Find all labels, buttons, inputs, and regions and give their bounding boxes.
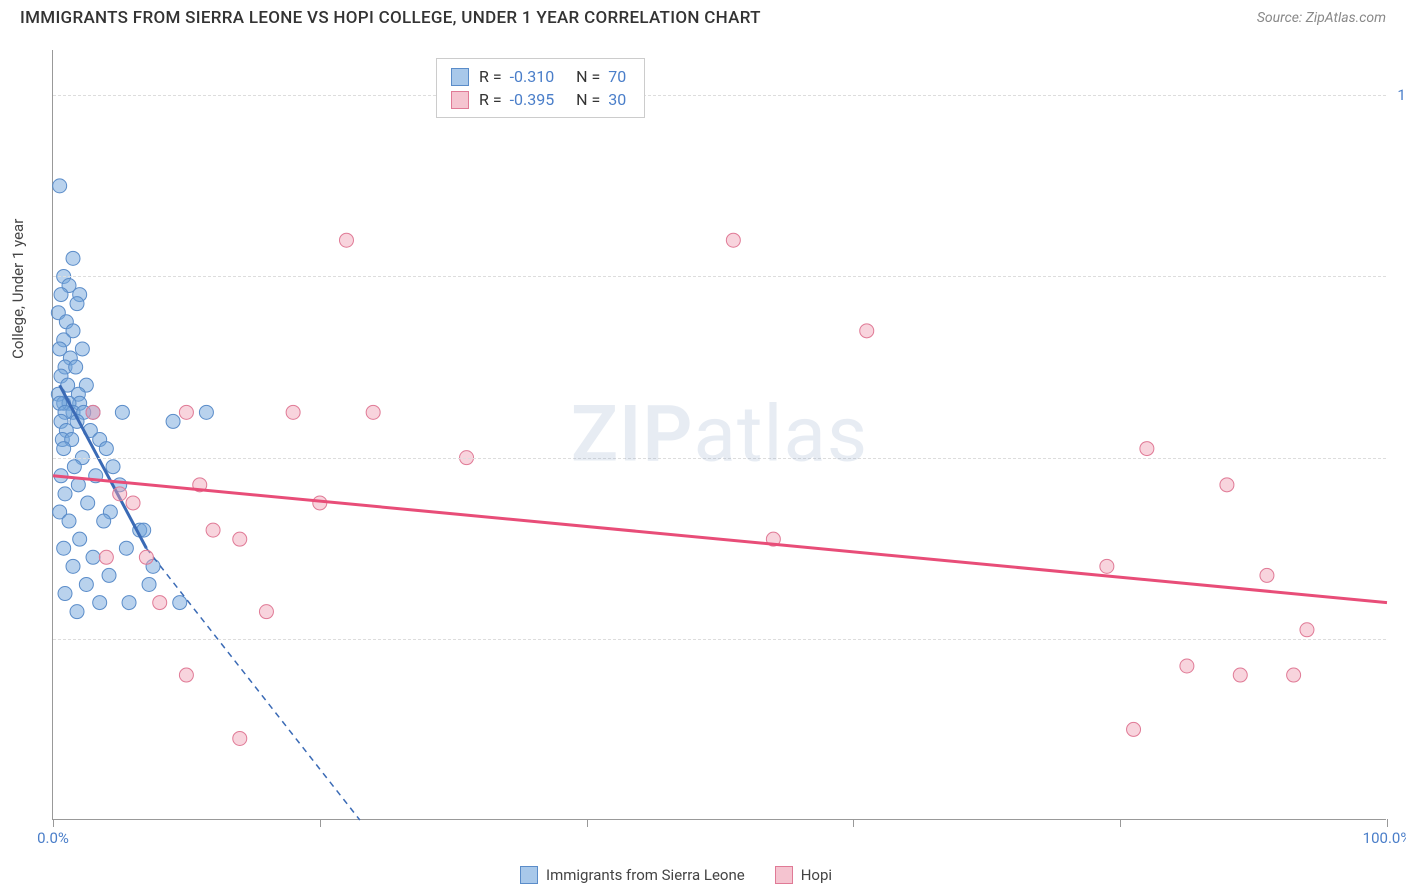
data-point [67, 460, 81, 474]
data-point [70, 605, 84, 619]
y-axis-label: College, Under 1 year [9, 219, 27, 359]
trend-line-extrapolated [146, 548, 359, 820]
x-tick-label: 100.0% [1363, 829, 1406, 847]
y-tick-label: 80.0% [1391, 267, 1406, 285]
chart-plot-area: ZIPatlas 40.0%60.0%80.0%100.0%0.0%100.0% [52, 50, 1386, 820]
x-tick [1387, 819, 1388, 827]
y-tick-label: 60.0% [1391, 449, 1406, 467]
data-point [286, 405, 300, 419]
data-point [1260, 568, 1274, 582]
legend-swatch [451, 68, 469, 86]
data-point [57, 541, 71, 555]
gridline-h [53, 95, 1386, 96]
data-point [73, 532, 87, 546]
trend-line [53, 476, 1387, 603]
data-point [93, 596, 107, 610]
data-point [97, 514, 111, 528]
data-point [86, 405, 100, 419]
legend-item: Hopi [775, 866, 832, 884]
data-point [1287, 668, 1301, 682]
data-point [153, 596, 167, 610]
data-point [259, 605, 273, 619]
legend-item: Immigrants from Sierra Leone [520, 866, 745, 884]
data-point [166, 414, 180, 428]
data-point [1127, 722, 1141, 736]
x-tick [53, 819, 54, 827]
data-point [75, 342, 89, 356]
data-point [86, 550, 100, 564]
data-point [233, 532, 247, 546]
data-point [199, 405, 213, 419]
data-point [1100, 559, 1114, 573]
gridline-h [53, 276, 1386, 277]
data-point [66, 559, 80, 573]
data-point [66, 251, 80, 265]
data-point [54, 288, 68, 302]
data-point [57, 442, 71, 456]
legend-swatch [520, 866, 538, 884]
data-point [122, 596, 136, 610]
r-stat: R = -0.395 [479, 90, 558, 109]
data-point [58, 587, 72, 601]
data-point [1220, 478, 1234, 492]
stats-legend: R = -0.310 N = 70R = -0.395 N = 30 [436, 58, 645, 118]
data-point [179, 405, 193, 419]
data-point [1300, 623, 1314, 637]
chart-title: IMMIGRANTS FROM SIERRA LEONE VS HOPI COL… [20, 8, 761, 28]
data-point [366, 405, 380, 419]
data-point [113, 487, 127, 501]
data-point [53, 179, 67, 193]
data-point [58, 487, 72, 501]
data-point [79, 577, 93, 591]
legend-label: Immigrants from Sierra Leone [546, 866, 745, 884]
data-point [1140, 442, 1154, 456]
x-tick [587, 819, 588, 827]
data-point [115, 405, 129, 419]
gridline-h [53, 639, 1386, 640]
data-point [106, 460, 120, 474]
legend-label: Hopi [801, 866, 832, 884]
n-stat: N = 30 [568, 90, 630, 109]
series-legend: Immigrants from Sierra Leone Hopi [520, 866, 832, 884]
data-point [119, 541, 133, 555]
data-point [860, 324, 874, 338]
n-stat: N = 70 [568, 67, 630, 86]
data-point [70, 297, 84, 311]
x-tick-label: 0.0% [37, 829, 69, 847]
data-point [139, 550, 153, 564]
x-tick [320, 819, 321, 827]
data-point [69, 360, 83, 374]
y-tick-label: 100.0% [1391, 86, 1406, 104]
data-point [339, 233, 353, 247]
data-point [99, 550, 113, 564]
data-point [1233, 668, 1247, 682]
gridline-h [53, 458, 1386, 459]
y-tick-label: 40.0% [1391, 630, 1406, 648]
data-point [81, 496, 95, 510]
stats-legend-row: R = -0.310 N = 70 [451, 65, 630, 88]
data-point [126, 496, 140, 510]
data-point [1180, 659, 1194, 673]
scatter-plot-svg [53, 50, 1386, 819]
data-point [102, 568, 116, 582]
data-point [179, 668, 193, 682]
x-tick [1120, 819, 1121, 827]
legend-swatch [451, 91, 469, 109]
source-attribution: Source: ZipAtlas.com [1257, 10, 1386, 26]
legend-swatch [775, 866, 793, 884]
x-tick [853, 819, 854, 827]
data-point [62, 514, 76, 528]
data-point [173, 596, 187, 610]
data-point [142, 577, 156, 591]
data-point [726, 233, 740, 247]
stats-legend-row: R = -0.395 N = 30 [451, 88, 630, 111]
r-stat: R = -0.310 [479, 67, 558, 86]
data-point [99, 442, 113, 456]
data-point [233, 731, 247, 745]
data-point [206, 523, 220, 537]
